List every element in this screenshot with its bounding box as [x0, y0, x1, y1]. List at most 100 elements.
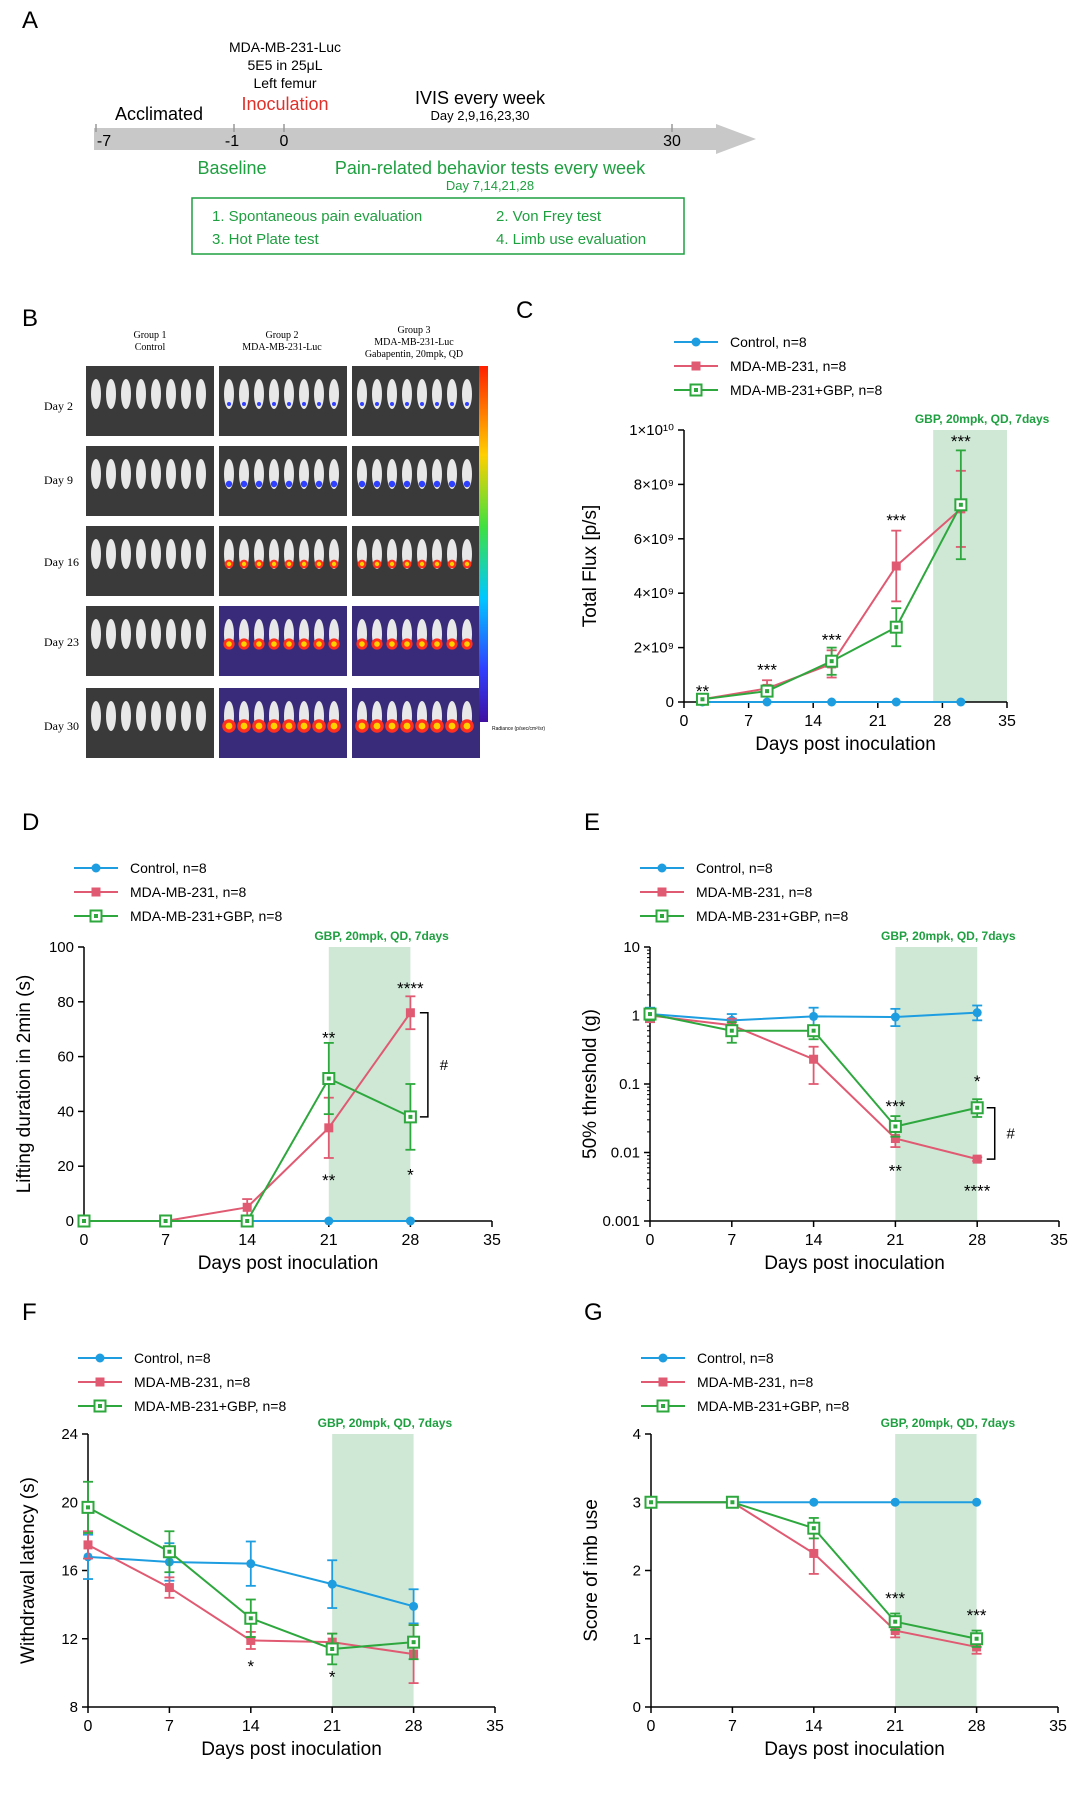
- x-tick-label: 28: [934, 713, 952, 730]
- gbp-point-center: [700, 697, 705, 702]
- control-point: [246, 1559, 256, 1569]
- mouse-silhouette: [314, 379, 324, 409]
- legend-label: Control, n=8: [130, 860, 207, 876]
- y-tick-label: 0.001: [602, 1213, 640, 1230]
- luminescence-spot: [360, 402, 364, 406]
- gbp-point-center: [326, 1076, 331, 1081]
- luminescence-core: [418, 722, 426, 730]
- gbp-point-center: [811, 1526, 816, 1531]
- luminescence-spot: [448, 480, 456, 488]
- luminescence-core: [225, 722, 233, 730]
- ivis-image: [219, 606, 347, 676]
- legend-label: MDA-MB-231+GBP, n=8: [697, 1398, 849, 1414]
- ivis-image: [86, 606, 214, 676]
- mouse-silhouette: [166, 701, 176, 731]
- mda-point: [405, 1008, 415, 1018]
- x-tick-label: 21: [887, 1232, 905, 1249]
- x-tick-label: 28: [402, 1232, 420, 1249]
- mouse-silhouette: [106, 459, 116, 489]
- luminescence-spot: [418, 480, 426, 488]
- mda-point: [658, 1377, 668, 1387]
- panel-label: F: [22, 1299, 37, 1326]
- comparison-bracket: [419, 1012, 429, 1118]
- mouse-silhouette: [269, 459, 279, 489]
- luminescence-core: [373, 722, 381, 730]
- luminescence-spot: [373, 480, 381, 488]
- site-text: Left femur: [253, 75, 316, 91]
- luminescence-spot: [403, 480, 411, 488]
- ivis-image-grid: [86, 366, 480, 758]
- luminescence-core: [241, 641, 247, 647]
- day-label-30: Day 30: [44, 719, 79, 733]
- mda-point: [972, 1154, 982, 1164]
- mouse-silhouette: [372, 459, 382, 489]
- mda-point: [83, 1540, 93, 1550]
- luminescence-core: [270, 722, 278, 730]
- legend-label: MDA-MB-231+GBP, n=8: [134, 1398, 286, 1414]
- luminescence-core: [300, 722, 308, 730]
- x-tick-label: 0: [646, 1232, 655, 1249]
- luminescence-spot: [255, 480, 263, 488]
- significance-mark: ***: [757, 660, 777, 679]
- y-tick-label: 2×10⁹: [634, 640, 674, 657]
- control-point: [691, 337, 701, 347]
- y-tick-label: 16: [61, 1563, 78, 1580]
- inoculation-text: Inoculation: [241, 94, 328, 114]
- mda-point: [242, 1202, 252, 1212]
- luminescence-core: [285, 722, 293, 730]
- mouse-silhouette: [121, 701, 131, 731]
- gbp-point-center: [893, 1124, 898, 1129]
- luminescence-core: [316, 641, 322, 647]
- y-tick-label: 0: [66, 1213, 74, 1230]
- y-tick-label: 4×10⁹: [634, 585, 674, 602]
- mouse-silhouette: [329, 379, 339, 409]
- mda-point: [809, 1054, 819, 1064]
- luminescence-core: [301, 561, 307, 567]
- control-point: [809, 1497, 819, 1507]
- ivis-image: [352, 526, 480, 596]
- mouse-silhouette: [372, 379, 382, 409]
- timeline-arrow-body: [94, 128, 716, 150]
- y-tick-label: 80: [57, 994, 74, 1011]
- mda-point: [809, 1548, 819, 1558]
- gbp-point-center: [974, 1636, 979, 1641]
- significance-mark: **: [889, 1161, 903, 1180]
- mda-point: [95, 1377, 105, 1387]
- mouse-silhouette: [151, 701, 161, 731]
- y-tick-label: 0.01: [611, 1145, 640, 1162]
- ivis-image: [219, 446, 347, 516]
- luminescence-spot: [242, 402, 246, 406]
- tests-box: [191, 197, 685, 255]
- mouse-silhouette: [166, 619, 176, 649]
- group2-title: Group 2: [265, 330, 298, 341]
- y-axis-label: Score of imb use: [581, 1499, 602, 1642]
- ivis-image: [219, 526, 347, 596]
- luminescence-spot: [405, 402, 409, 406]
- mouse-silhouette: [181, 619, 191, 649]
- luminescence-spot: [225, 480, 233, 488]
- luminescence-spot: [257, 402, 261, 406]
- ivis-image: [219, 366, 347, 436]
- significance-mark: **: [322, 1171, 336, 1190]
- luminescence-core: [286, 561, 292, 567]
- x-axis-label: Days post inoculation: [764, 1739, 945, 1760]
- ivis-days-text: Day 2,9,16,23,30: [430, 108, 529, 123]
- significance-mark: ***: [885, 1589, 905, 1608]
- mouse-silhouette: [284, 459, 294, 489]
- y-tick-label: 4: [633, 1426, 641, 1443]
- mouse-silhouette: [106, 619, 116, 649]
- control-point: [409, 1601, 419, 1611]
- luminescence-spot: [287, 402, 291, 406]
- luminescence-core: [316, 561, 322, 567]
- gbp-point-center: [167, 1549, 172, 1554]
- y-axis-label: Lifting duration in 2min (s): [14, 975, 35, 1194]
- significance-mark: **: [322, 1028, 336, 1047]
- y-tick-label: 20: [57, 1158, 74, 1175]
- control-point: [327, 1579, 337, 1589]
- control-point: [324, 1216, 334, 1226]
- y-tick-label: 0: [666, 694, 674, 711]
- mouse-silhouette: [314, 459, 324, 489]
- mouse-silhouette: [196, 379, 206, 409]
- ivis-text: IVIS every week: [415, 88, 546, 108]
